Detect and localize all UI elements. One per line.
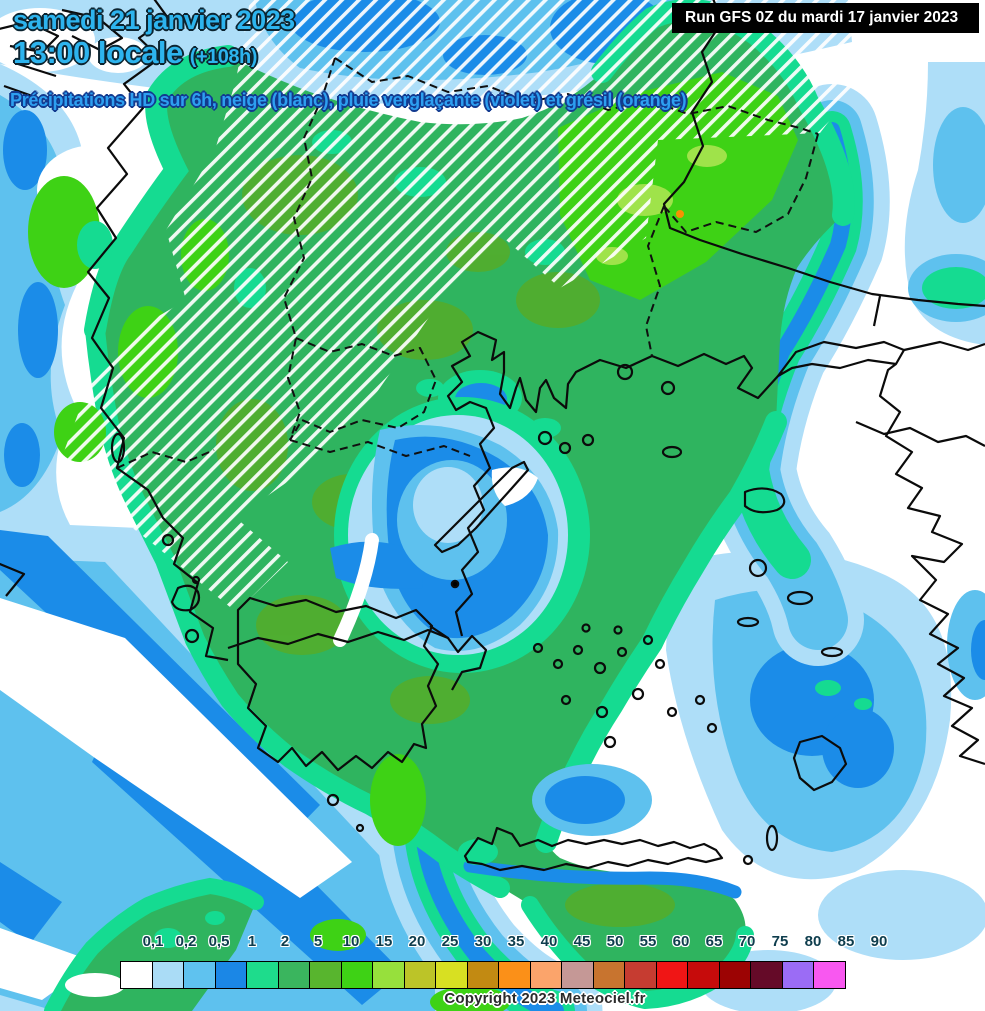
legend-color-box (120, 961, 153, 989)
country-borders (116, 57, 819, 469)
legend-value-label: 50 (606, 933, 624, 950)
legend-value-label: 30 (474, 933, 492, 950)
legend-color-box (498, 961, 531, 989)
forecast-time-label: 13:00 locale (+108h) (13, 37, 295, 70)
legend-value-label: 0,2 (175, 933, 197, 950)
legend-boxes (120, 961, 846, 989)
legend-value-label: 1 (247, 933, 257, 950)
legend-value-label: 0,1 (142, 933, 164, 950)
legend-color-box (561, 961, 594, 989)
legend-value-label: 15 (375, 933, 393, 950)
legend-scale: 0,1 0,2 0,5 1 2 5 10 15 20 25 30 35 40 45 50 55 60 65 70 75… (120, 933, 888, 990)
legend-color-box (592, 961, 626, 989)
legend-value-label: 80 (804, 933, 822, 950)
legend-value-label: 90 (870, 933, 888, 950)
legend-color-box (655, 961, 689, 989)
legend-value-label: 65 (705, 933, 723, 950)
forecast-datetime-block: samedi 21 janvier 2023 13:00 locale (+108… (13, 6, 295, 70)
legend-value-label: 40 (540, 933, 558, 950)
legend-value-label: 70 (738, 933, 756, 950)
legend-color-box (214, 961, 248, 989)
legend-value-label: 20 (408, 933, 426, 950)
legend-color-box (624, 961, 657, 989)
city-marker (450, 579, 460, 589)
legend-value-label: 10 (342, 933, 360, 950)
legend-value-label: 60 (672, 933, 690, 950)
legend-value-label: 35 (507, 933, 525, 950)
legend-value-label: 2 (280, 933, 290, 950)
legend-value-label: 85 (837, 933, 855, 950)
sleet-spot (676, 210, 684, 218)
forecast-date-label: samedi 21 janvier 2023 (13, 5, 295, 35)
forecast-time-text: 13:00 locale (13, 35, 183, 71)
legend-color-box (309, 961, 342, 989)
legend-color-box (246, 961, 279, 989)
forecast-offset-label: (+108h) (189, 46, 258, 69)
legend-value-label: 0,5 (208, 933, 230, 950)
legend-color-box (781, 961, 815, 989)
legend-color-box (183, 961, 216, 989)
legend-color-box (529, 961, 563, 989)
model-run-label: Run GFS 0Z du mardi 17 janvier 2023 (672, 3, 979, 33)
legend-color-box (687, 961, 720, 989)
copyright-label: Copyright 2023 Meteociel.fr (444, 990, 646, 1007)
legend-color-box (813, 961, 846, 989)
legend-labels: 0,1 0,2 0,5 1 2 5 10 15 20 25 30 35 40 45 50 55 60 65 70 75… (120, 933, 888, 957)
legend-value-label: 25 (441, 933, 459, 950)
legend-color-box (340, 961, 374, 989)
legend-color-box (151, 961, 185, 989)
map-legend-subtitle: Précipitations HD sur 6h, neige (blanc),… (10, 90, 687, 110)
legend-value-label: 75 (771, 933, 789, 950)
legend-value-label: 5 (313, 933, 323, 950)
legend-color-box (435, 961, 468, 989)
legend-color-box (403, 961, 437, 989)
legend-color-box (277, 961, 311, 989)
legend-value-label: 55 (639, 933, 657, 950)
legend-value-label: 45 (573, 933, 591, 950)
legend-color-box (466, 961, 500, 989)
legend-color-box (750, 961, 783, 989)
snow-hatch-overlay (57, 0, 878, 612)
legend-color-box (718, 961, 752, 989)
legend-color-box (372, 961, 405, 989)
coastlines (0, 0, 985, 872)
